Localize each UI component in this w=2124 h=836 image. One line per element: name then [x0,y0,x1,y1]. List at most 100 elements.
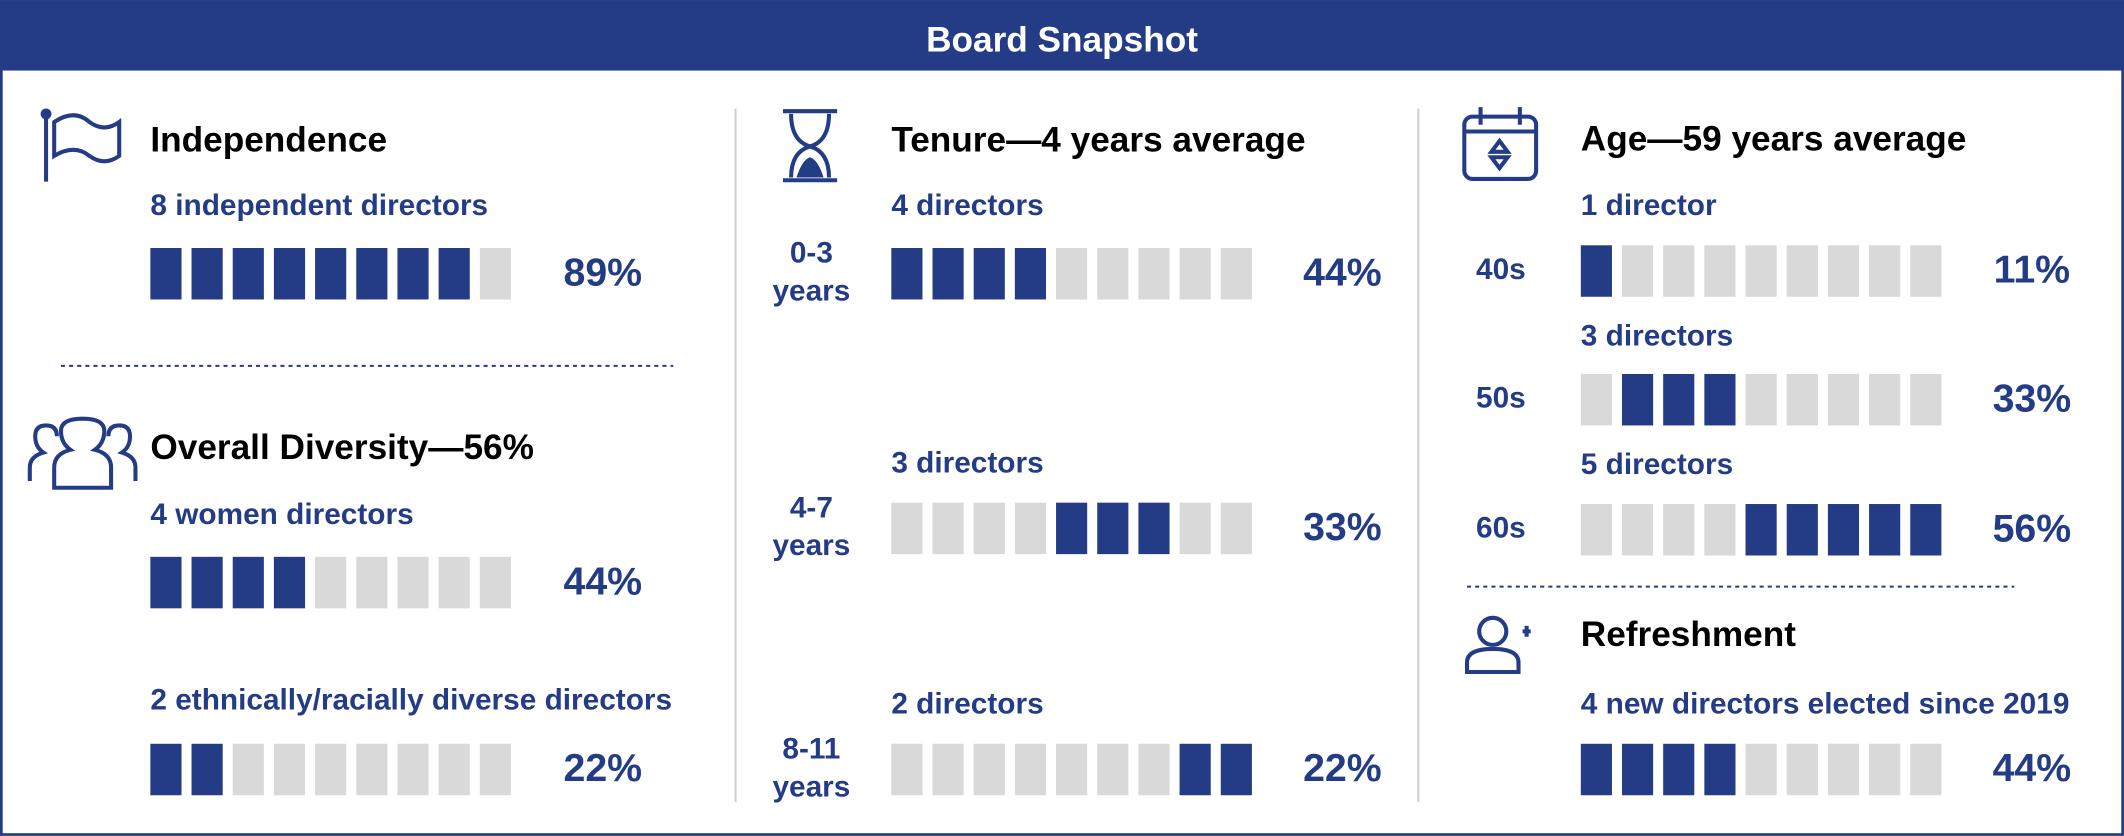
empty-square [1704,245,1736,297]
empty-square [1786,245,1818,297]
filled-square [1869,504,1901,556]
empty-square [1138,743,1170,796]
section-title: Refreshment [1581,615,1796,654]
side-label: 50s [1476,382,1526,415]
empty-square [1179,502,1211,555]
row-label: 5 directors [1581,448,1733,481]
percent: 44% [1303,250,1382,294]
filled-square [356,247,388,300]
row-label: 1 director [1581,189,1717,222]
empty-square [932,743,964,796]
empty-square [1745,743,1777,796]
row-label: 3 directors [891,447,1043,480]
filled-square [1097,502,1129,555]
side-label: 4-7 [790,491,833,524]
empty-square [1663,504,1695,556]
empty-square [1910,245,1942,297]
empty-square [1786,373,1818,426]
filled-square [1138,502,1170,555]
empty-square [1869,245,1901,297]
section-title: Overall Diversity—56% [150,428,534,467]
empty-square [1097,247,1129,300]
filled-square [1580,743,1612,796]
empty-square [1827,373,1860,426]
empty-square [1580,504,1612,556]
empty-square [891,502,923,555]
empty-square [1745,245,1777,297]
row-label: 2 directors [891,688,1043,721]
empty-square [1786,743,1818,796]
empty-square [273,743,306,796]
empty-square [397,743,429,796]
row-label: 2 ethnically/racially diverse directors [150,684,672,717]
empty-square [438,556,470,609]
empty-square [438,743,470,796]
empty-square [1621,245,1654,297]
row-label: 4 new directors elected since 2019 [1581,688,2070,721]
filled-square [191,556,223,609]
filled-square [150,247,182,300]
row-label: 4 directors [891,189,1043,222]
percent: 22% [563,746,642,790]
percent: 56% [1993,506,2072,550]
side-label: years [772,275,850,308]
filled-square [1580,245,1612,297]
empty-square [973,502,1005,555]
empty-square [1869,373,1901,426]
empty-square [1056,247,1088,300]
empty-square [315,556,347,609]
filled-square [397,247,429,300]
filled-square [932,247,964,300]
empty-square [1220,502,1252,555]
calendar-icon [1462,107,1539,181]
empty-square [1663,245,1695,297]
empty-square [479,556,511,609]
filled-square [973,247,1005,300]
empty-square [1220,247,1252,300]
empty-square [1827,743,1860,796]
flag-icon [40,108,122,182]
side-label: 8-11 [782,732,840,765]
filled-square [273,556,306,609]
filled-square [1827,504,1860,556]
empty-square [1621,504,1654,556]
section-title: Independence [150,121,387,160]
side-label: years [772,529,850,562]
filled-square [1663,373,1695,426]
header-title: Board Snapshot [926,20,1198,59]
empty-square [1179,247,1211,300]
percent: 44% [1993,746,2072,790]
empty-square [1014,743,1047,796]
filled-square [150,556,182,609]
filled-square [1179,743,1211,796]
filled-square [1014,247,1047,300]
section-title: Age—59 years average [1581,119,1967,158]
percent: 33% [1303,505,1382,549]
empty-square [232,743,264,796]
row-label: 8 independent directors [150,189,488,222]
empty-square [315,743,347,796]
add-person-icon [1464,615,1531,675]
empty-square [973,743,1005,796]
filled-square [1704,743,1736,796]
filled-square [1745,504,1777,556]
filled-square [438,247,470,300]
empty-square [1745,373,1777,426]
filled-square [191,743,223,796]
empty-square [479,743,511,796]
filled-square [150,743,182,796]
row-label: 4 women directors [150,498,413,531]
filled-square [191,247,223,300]
empty-square [932,502,964,555]
header-bar [0,0,2124,71]
empty-square [397,556,429,609]
filled-square [273,247,306,300]
empty-square [356,556,388,609]
filled-square [1220,743,1252,796]
row-label: 3 directors [1581,319,1733,352]
filled-square [232,556,264,609]
filled-square [891,247,923,300]
empty-square [1910,373,1942,426]
